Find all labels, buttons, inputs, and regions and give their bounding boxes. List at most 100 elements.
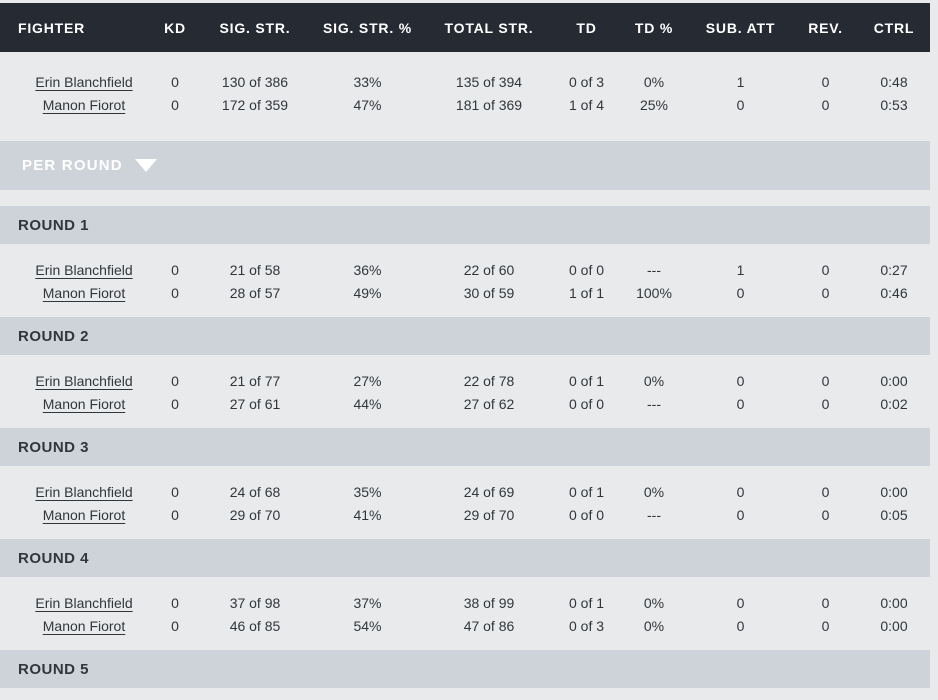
stat-cell: 0:05 [880, 506, 908, 523]
round-label: ROUND 5 [18, 660, 90, 678]
stat-cell: 38 of 99 [463, 594, 515, 611]
stat-cell: 27% [353, 372, 382, 389]
stat-cell: 0% [643, 372, 665, 389]
table-row: Manon Fiorot 0 29 of 70 41% 29 of 70 0 of 0 --… [0, 503, 930, 526]
table-row: Manon Fiorot 0 172 of 359 47% 181 of 369 1 of… [0, 93, 930, 116]
stat-cell: 135 of 394 [455, 73, 523, 90]
stat-cell: 0 [821, 617, 830, 634]
stat-cell: 100% [636, 284, 672, 301]
stat-cell: 0:53 [880, 96, 908, 113]
stat-cell: 35% [353, 483, 382, 500]
stat-cell: 0 [736, 372, 745, 389]
stat-cell: 0 [736, 617, 745, 634]
totals-rows: Erin Blanchfield 0 130 of 386 33% 135 of 394… [0, 52, 930, 141]
column-header-td-pct: TD % [634, 19, 674, 36]
stat-cell: 0:00 [880, 594, 908, 611]
stat-cell: 1 [736, 261, 745, 278]
stat-cell: 49% [353, 284, 382, 301]
table-row: Manon Fiorot 0 46 of 85 54% 47 of 86 0 of 3 0%… [0, 614, 930, 637]
stat-cell: 0:27 [880, 261, 908, 278]
table-row: Erin Blanchfield 0 21 of 58 36% 22 of 60 0 of… [0, 258, 930, 281]
fighter-cell: Erin Blanchfield [0, 262, 150, 278]
fighter-link[interactable]: Manon Fiorot [42, 617, 126, 634]
stat-cell: 25% [639, 96, 669, 113]
stat-cell: 22 of 60 [463, 261, 515, 278]
round-header: ROUND 5 [0, 650, 930, 688]
round-rows: Erin Blanchfield 0 24 of 68 35% 24 of 69 0 of… [0, 466, 930, 539]
stat-cell: 27 of 61 [229, 395, 281, 412]
stat-cell: --- [647, 506, 661, 523]
stat-cell: 30 of 59 [463, 284, 515, 301]
column-header-fighter: FIGHTER [18, 19, 86, 36]
stat-cell: 0% [643, 617, 665, 634]
fighter-link[interactable]: Manon Fiorot [42, 395, 126, 412]
stat-cell: 24 of 68 [229, 483, 281, 500]
stat-cell: 24 of 69 [463, 483, 515, 500]
stat-cell: 21 of 58 [229, 261, 281, 278]
stat-cell: 181 of 369 [455, 96, 523, 113]
fighter-link[interactable]: Erin Blanchfield [35, 483, 133, 500]
stat-cell: 41% [353, 506, 382, 523]
per-round-label: PER ROUND [22, 157, 123, 174]
stat-cell: 0 of 3 [568, 73, 605, 90]
fighter-link[interactable]: Manon Fiorot [42, 96, 126, 113]
stat-cell: 0 [821, 395, 830, 412]
fighter-link[interactable]: Manon Fiorot [42, 506, 126, 523]
round-rows: Erin Blanchfield 0 21 of 77 27% 22 of 78 0 of… [0, 355, 930, 428]
stat-cell: 29 of 70 [229, 506, 281, 523]
fighter-link[interactable]: Erin Blanchfield [35, 73, 133, 90]
stat-cell: 0 [821, 506, 830, 523]
table-row: Erin Blanchfield 0 21 of 77 27% 22 of 78 0 of… [0, 369, 930, 392]
stat-cell: 54% [353, 617, 382, 634]
fighter-link[interactable]: Erin Blanchfield [35, 372, 133, 389]
column-header-ctrl: CTRL [873, 19, 915, 36]
stat-cell: 44% [353, 395, 382, 412]
stat-cell: 22 of 78 [463, 372, 515, 389]
table-row: Manon Fiorot 0 28 of 57 49% 30 of 59 1 of 1 10… [0, 281, 930, 304]
stat-cell: 0:46 [880, 284, 908, 301]
stat-cell: 36% [353, 261, 382, 278]
table-row: Manon Fiorot 0 27 of 61 44% 27 of 62 0 of 0 --… [0, 392, 930, 415]
per-round-toggle[interactable]: PER ROUND [0, 141, 930, 190]
stat-cell: 130 of 386 [221, 73, 289, 90]
column-header-sub-att: SUB. ATT [705, 19, 776, 36]
stat-cell: 0% [643, 73, 665, 90]
stat-cell: 1 of 1 [568, 284, 605, 301]
round-label: ROUND 3 [18, 438, 90, 456]
stat-cell: 28 of 57 [229, 284, 281, 301]
round-header: ROUND 1 [0, 206, 930, 244]
stat-cell: 0 [736, 395, 745, 412]
stat-cell: 0:00 [880, 483, 908, 500]
stat-cell: 37 of 98 [229, 594, 281, 611]
fighter-link[interactable]: Erin Blanchfield [35, 594, 133, 611]
fighter-cell: Manon Fiorot [0, 97, 150, 113]
stat-cell: 0 [736, 96, 745, 113]
stat-cell: 0 [821, 284, 830, 301]
stat-cell: 0 of 1 [568, 594, 605, 611]
column-header-total-str: TOTAL STR. [444, 19, 534, 36]
stat-cell: 0 [821, 483, 830, 500]
stat-cell: 0 [821, 261, 830, 278]
stat-cell: 0 [171, 284, 179, 301]
fighter-cell: Erin Blanchfield [0, 373, 150, 389]
stat-cell: 0 [821, 594, 830, 611]
fighter-link[interactable]: Manon Fiorot [42, 284, 126, 301]
stat-cell: 0 [171, 73, 179, 90]
fighter-cell: Erin Blanchfield [0, 595, 150, 611]
column-header-td: TD [576, 19, 597, 36]
stat-cell: 0 [171, 483, 179, 500]
stat-cell: 0 [171, 261, 179, 278]
stat-cell: 0:00 [880, 617, 908, 634]
round-header: ROUND 2 [0, 317, 930, 355]
fighter-cell: Manon Fiorot [0, 396, 150, 412]
stats-header-row: FIGHTER KD SIG. STR. SIG. STR. % TOTAL S… [0, 3, 930, 52]
stat-cell: 29 of 70 [463, 506, 515, 523]
fighter-link[interactable]: Erin Blanchfield [35, 261, 133, 278]
stat-cell: 0 of 1 [568, 483, 605, 500]
stat-cell: 47% [353, 96, 382, 113]
table-row: Erin Blanchfield 0 130 of 386 33% 135 of 394… [0, 70, 930, 93]
stat-cell: 0:02 [880, 395, 908, 412]
round-label: ROUND 4 [18, 549, 90, 567]
column-header-sig-str: SIG. STR. [219, 19, 291, 36]
chevron-down-icon [134, 159, 157, 172]
